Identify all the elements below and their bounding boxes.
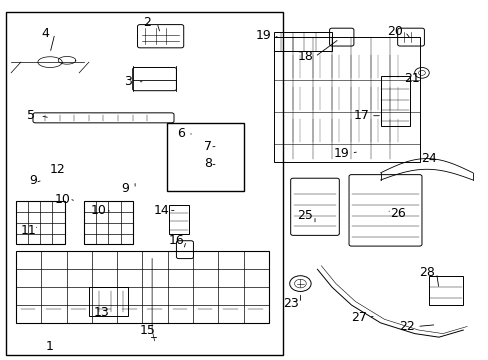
Text: 1: 1: [46, 339, 54, 352]
Bar: [273, 32, 331, 51]
Text: 9: 9: [121, 183, 129, 195]
Bar: [166, 123, 244, 191]
Text: 13: 13: [93, 306, 109, 319]
Text: 27: 27: [350, 311, 366, 324]
Text: 4: 4: [41, 27, 49, 40]
Text: 19: 19: [256, 29, 271, 42]
Bar: [16, 202, 64, 244]
Bar: [428, 276, 462, 305]
Bar: [89, 287, 127, 316]
Bar: [84, 202, 132, 244]
Text: 10: 10: [54, 193, 70, 206]
Bar: [273, 37, 419, 162]
Text: 21: 21: [404, 72, 419, 85]
Text: 23: 23: [282, 297, 298, 310]
Text: 18: 18: [297, 50, 313, 63]
Text: 24: 24: [421, 152, 436, 165]
Text: 17: 17: [352, 109, 368, 122]
Text: 26: 26: [389, 207, 405, 220]
Text: 9: 9: [29, 174, 37, 186]
Text: 25: 25: [297, 209, 313, 222]
Text: 3: 3: [123, 75, 131, 88]
Text: 11: 11: [20, 224, 36, 237]
Text: 16: 16: [168, 234, 184, 247]
Bar: [169, 205, 188, 234]
Text: 19: 19: [333, 147, 349, 160]
Text: 6: 6: [177, 127, 185, 140]
Text: 7: 7: [203, 140, 212, 153]
Bar: [16, 251, 268, 323]
Text: 22: 22: [399, 320, 414, 333]
Text: 5: 5: [26, 109, 35, 122]
Text: 2: 2: [143, 16, 151, 29]
Bar: [380, 76, 409, 126]
Bar: [6, 12, 283, 355]
Text: 15: 15: [139, 324, 155, 337]
Text: 10: 10: [90, 204, 106, 217]
Text: 20: 20: [386, 25, 402, 38]
Text: 12: 12: [49, 163, 65, 176]
Text: 8: 8: [203, 157, 212, 170]
Text: 28: 28: [418, 266, 434, 279]
Text: 14: 14: [154, 204, 169, 217]
